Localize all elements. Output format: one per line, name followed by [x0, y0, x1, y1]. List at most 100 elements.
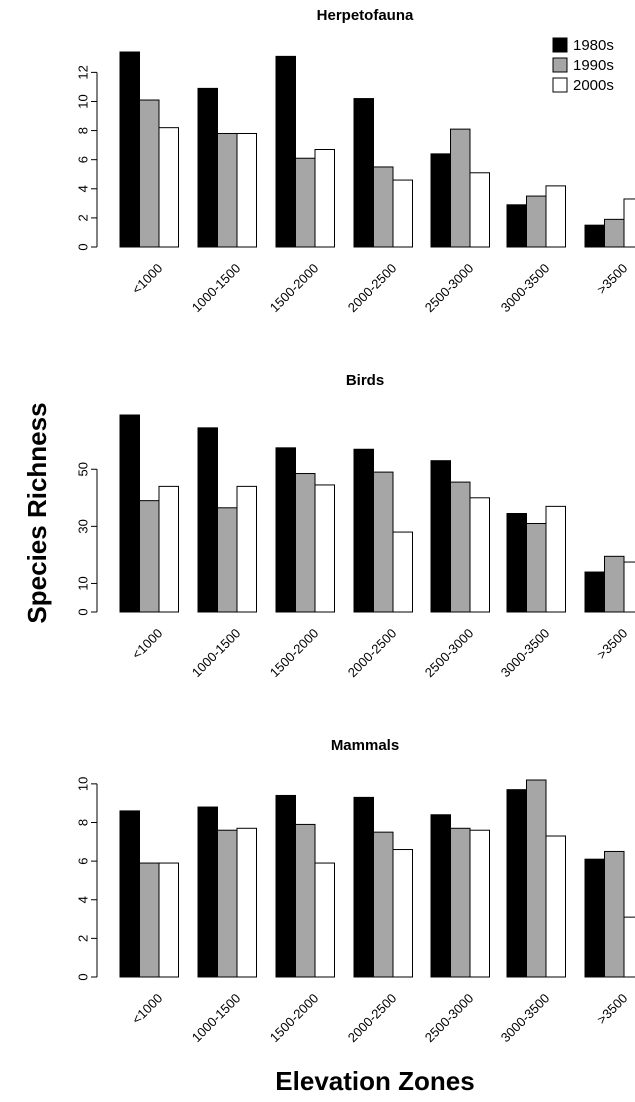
legend-label-2000s: 2000s: [573, 77, 614, 94]
y-tick-label: 2: [76, 935, 91, 942]
x-tick-label: 2000-2500: [345, 261, 400, 316]
chart-panels: Herpetofauna 0 2 4 6 8 10 12 <1000 1000-1500 1500-…: [76, 7, 635, 1045]
bar-mammals-1500-2000-2000s: [314, 862, 335, 978]
bar-birds-2000-2500-1980s: [353, 448, 374, 613]
x-tick-label: 3000-3500: [498, 626, 553, 681]
y-tick-label: 0: [76, 243, 91, 250]
bar-herpetofauna-1000-1500-1990s: [217, 132, 238, 248]
bar-herpetofauna-1500-2000-1990s: [295, 157, 316, 248]
y-tick-label: 50: [76, 462, 91, 476]
x-axis-label: Elevation Zones: [275, 1066, 474, 1096]
bar-birds-1000-1990s: [139, 500, 160, 613]
panel-title-birds: Birds: [346, 372, 384, 389]
bar-birds-1000-1980s: [119, 414, 140, 613]
bar-birds-3000-3500-1990s: [526, 522, 547, 613]
bar-herpetofauna-1000-2000s: [158, 127, 179, 248]
bar-herpetofauna-3500-1980s: [584, 224, 605, 248]
bar-mammals-1500-2000-1990s: [295, 823, 316, 978]
y-axis-label: Species Richness: [22, 402, 52, 623]
y-tick-label: 10: [76, 777, 91, 791]
bar-herpetofauna-1000-1980s: [119, 51, 140, 248]
y-tick-label: 4: [76, 896, 91, 903]
x-tick-label: 1000-1500: [189, 261, 244, 316]
bar-birds-1500-2000-2000s: [314, 484, 335, 613]
y-tick-label: 10: [76, 94, 91, 108]
bar-birds-1500-2000-1990s: [295, 473, 316, 613]
y-tick-label: 12: [76, 65, 91, 79]
legend: 1980s 1990s 2000s: [552, 37, 614, 94]
x-tick-label: 3000-3500: [498, 261, 553, 316]
x-tick-label: >3500: [594, 261, 630, 297]
bar-birds-2000-2500-2000s: [392, 531, 413, 613]
x-tick-label: 3000-3500: [498, 991, 553, 1046]
bar-mammals-2000-2500-2000s: [392, 849, 413, 978]
x-tick-label: <1000: [129, 991, 165, 1027]
x-tick-label: 1000-1500: [189, 991, 244, 1046]
bar-mammals-3000-3500-1990s: [526, 779, 547, 978]
bar-birds-3000-3500-2000s: [545, 505, 566, 613]
y-tick-label: 6: [76, 156, 91, 163]
y-tick-label: 8: [76, 819, 91, 826]
bar-birds-3500-2000s: [623, 561, 635, 613]
x-tick-label: 1000-1500: [189, 626, 244, 681]
bar-mammals-3500-1990s: [604, 850, 625, 978]
bar-mammals-1000-1500-1990s: [217, 829, 238, 978]
bar-birds-1000-1500-1980s: [197, 427, 218, 613]
bar-mammals-3000-3500-2000s: [545, 835, 566, 978]
bar-herpetofauna-2000-2500-1980s: [353, 98, 374, 248]
bar-mammals-3500-2000s: [623, 916, 635, 978]
x-tick-label: 2500-3000: [422, 261, 477, 316]
panel-mammals: Mammals 0 2 4 6 8 10 <1000 1000-1500 1500-2000 200…: [76, 737, 635, 1045]
bar-birds-2500-3000-2000s: [469, 497, 490, 613]
bar-birds-2500-3000-1980s: [430, 460, 451, 613]
x-tick-label: >3500: [594, 626, 630, 662]
bar-mammals-2500-3000-1990s: [450, 827, 471, 978]
bar-herpetofauna-2000-2500-2000s: [392, 179, 413, 248]
bar-herpetofauna-1500-2000-2000s: [314, 149, 335, 248]
bar-mammals-3000-3500-1980s: [506, 789, 527, 978]
y-tick-label: 2: [76, 214, 91, 221]
bar-herpetofauna-2500-3000-2000s: [469, 172, 490, 248]
legend-swatch-1980s: [552, 37, 568, 53]
bar-herpetofauna-3000-3500-2000s: [545, 185, 566, 248]
bar-herpetofauna-2500-3000-1980s: [430, 153, 451, 248]
bar-mammals-1500-2000-1980s: [275, 794, 296, 978]
bar-birds-1000-1500-1990s: [217, 507, 238, 613]
bar-birds-3500-1980s: [584, 571, 605, 613]
y-tick-label: 0: [76, 608, 91, 615]
bar-herpetofauna-1000-1990s: [139, 99, 160, 248]
bar-herpetofauna-1500-2000-1980s: [275, 55, 296, 248]
bar-birds-1000-2000s: [158, 485, 179, 613]
bar-herpetofauna-1000-1500-2000s: [236, 132, 257, 248]
y-tick-label: 10: [76, 576, 91, 590]
x-tick-label: <1000: [129, 261, 165, 297]
x-tick-label: >3500: [594, 991, 630, 1027]
bar-herpetofauna-3500-1990s: [604, 218, 625, 248]
bar-birds-2000-2500-1990s: [373, 471, 394, 613]
legend-label-1990s: 1990s: [573, 57, 614, 74]
panel-herpetofauna: Herpetofauna 0 2 4 6 8 10 12 <1000 1000-1500 1500-…: [76, 7, 635, 315]
legend-swatch-1990s: [552, 57, 568, 73]
panel-title-mammals: Mammals: [331, 737, 399, 754]
bar-mammals-1000-1500-2000s: [236, 827, 257, 978]
bar-mammals-2000-2500-1980s: [353, 796, 374, 978]
x-tick-label: 2000-2500: [345, 991, 400, 1046]
legend-label-1980s: 1980s: [573, 37, 614, 54]
bar-birds-3000-3500-1980s: [506, 513, 527, 613]
y-tick-label: 8: [76, 127, 91, 134]
bar-herpetofauna-3000-3500-1990s: [526, 195, 547, 248]
y-tick-label: 0: [76, 973, 91, 980]
y-tick-label: 30: [76, 519, 91, 533]
bar-herpetofauna-1000-1500-1980s: [197, 87, 218, 248]
x-tick-label: 2500-3000: [422, 991, 477, 1046]
bar-mammals-1000-1980s: [119, 810, 140, 978]
x-tick-label: 1500-2000: [267, 626, 322, 681]
y-tick-label: 4: [76, 185, 91, 192]
bar-birds-2500-3000-1990s: [450, 481, 471, 613]
bar-herpetofauna-3000-3500-1980s: [506, 204, 527, 248]
bar-herpetofauna-3500-2000s: [623, 198, 635, 248]
x-tick-label: <1000: [129, 626, 165, 662]
x-tick-label: 2500-3000: [422, 626, 477, 681]
bar-mammals-1000-2000s: [158, 862, 179, 978]
